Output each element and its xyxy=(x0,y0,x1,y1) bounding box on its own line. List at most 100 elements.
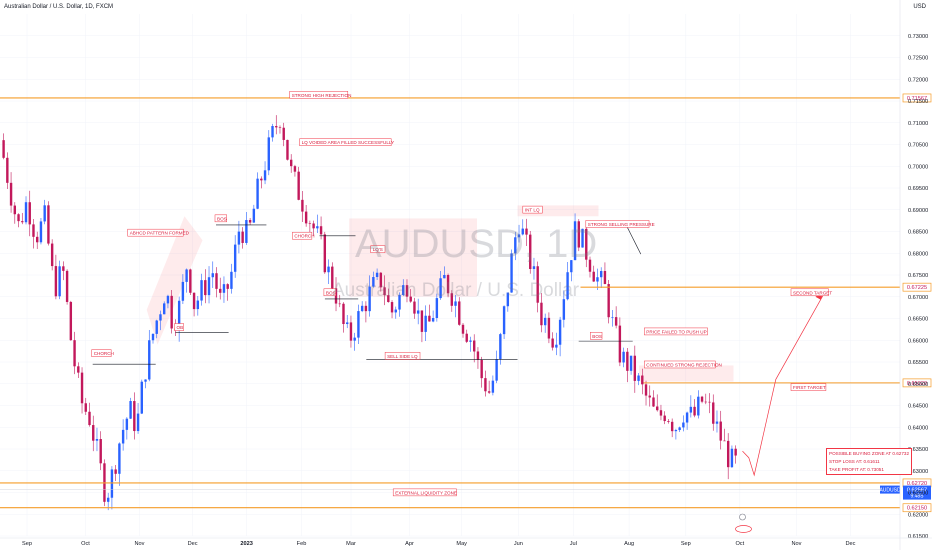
candle-down xyxy=(189,269,192,293)
candle-down xyxy=(607,284,610,318)
candle-up xyxy=(566,272,569,300)
candle-up xyxy=(532,266,536,270)
candle-down xyxy=(73,340,76,367)
annotation-box xyxy=(384,352,421,360)
candle-up xyxy=(43,205,46,222)
candle-up xyxy=(144,379,147,382)
candle-down xyxy=(614,317,618,326)
y-tick-label: 0.61500 xyxy=(908,534,928,540)
candle-down xyxy=(204,280,207,296)
candle-down xyxy=(308,223,312,224)
candle-up xyxy=(267,137,270,171)
y-tick-label: 0.65000 xyxy=(908,382,928,388)
watermark-description: Australian Dollar / U.S. Dollar xyxy=(332,280,580,301)
candle-down xyxy=(390,302,394,313)
annotation-box xyxy=(644,360,716,369)
candle-down xyxy=(461,324,465,334)
annotation-box xyxy=(289,91,349,99)
candle-up xyxy=(121,429,125,444)
candle-up xyxy=(622,351,625,363)
candle-down xyxy=(338,303,341,305)
y-tick-label: 0.69500 xyxy=(908,186,928,192)
x-tick-label: 2023 xyxy=(240,541,252,547)
x-tick-label: Apr xyxy=(405,541,414,547)
candle-down xyxy=(2,140,5,158)
annotation-box xyxy=(392,488,457,497)
candle-down xyxy=(540,302,543,326)
structure-line xyxy=(625,223,642,255)
x-tick-label: Sep xyxy=(22,541,32,547)
candle-up xyxy=(125,418,129,430)
candle-down xyxy=(215,273,218,289)
annotation-label: CONTINUED STRONG REJECTION xyxy=(646,362,722,367)
candle-down xyxy=(659,410,663,416)
candle-up xyxy=(256,178,259,209)
candle-up xyxy=(271,126,274,138)
y-tick-label: 0.69000 xyxy=(908,208,928,214)
candle-down xyxy=(170,295,173,329)
candle-down xyxy=(387,295,390,303)
candle-up xyxy=(573,221,577,261)
candle-up xyxy=(439,278,442,299)
candle-down xyxy=(536,266,539,303)
candle-down xyxy=(241,231,244,243)
candle-up xyxy=(715,421,719,424)
candle-down xyxy=(465,333,468,342)
candle-up xyxy=(39,221,43,243)
annotation-label: LQ VOIDED AREA FILLED SUCCESSFULLY xyxy=(302,140,395,145)
candle-down xyxy=(289,159,293,167)
candle-up xyxy=(600,270,603,278)
annotation-box xyxy=(585,220,650,228)
level-price-liquidity-zone: 0.62150 xyxy=(907,506,927,512)
candle-up xyxy=(181,281,185,301)
candle-down xyxy=(704,401,707,403)
candle-up xyxy=(177,300,181,331)
y-tick-label: 0.68000 xyxy=(908,251,928,257)
candle-down xyxy=(480,359,483,379)
symbol-tag xyxy=(880,485,900,494)
y-tick-label: 0.63500 xyxy=(908,447,928,453)
candle-up xyxy=(499,334,502,360)
candle-down xyxy=(69,301,73,341)
annotation-label: STRONG SELLING PRESSURE xyxy=(588,222,655,227)
chart-grid xyxy=(0,14,900,537)
level-tag-second-target xyxy=(902,282,932,292)
candle-up xyxy=(159,314,162,321)
candle-down xyxy=(323,234,327,273)
candle-down xyxy=(734,448,737,456)
price-axis[interactable]: 0.73000 0.72500 0.72000 0.71500 0.71000 0.705… xyxy=(899,0,928,550)
candle-up xyxy=(510,253,513,293)
time-axis[interactable]: Sep Oct Nov Dec 2023 Feb Mar Apr May Jun Jul Aug Sep… xyxy=(0,537,932,547)
candle-up xyxy=(110,469,114,498)
annotation-box xyxy=(214,214,227,223)
candle-down xyxy=(275,126,278,128)
annotation-label: ABHCD PATTERN FORMED xyxy=(130,231,190,236)
candle-up xyxy=(155,320,158,334)
annotation-label: STRONG HIGH REJECTION xyxy=(292,93,352,98)
candle-up xyxy=(581,228,584,248)
candle-up xyxy=(491,380,495,393)
candle-down xyxy=(21,221,24,223)
candle-down xyxy=(84,403,87,412)
x-tick-label: Jun xyxy=(514,541,523,547)
candle-down xyxy=(301,199,304,212)
candle-down xyxy=(726,440,730,468)
candle-up xyxy=(394,309,397,313)
annotation-label: SELL SIDE LQ xyxy=(387,354,418,359)
candle-down xyxy=(88,411,91,426)
y-tick-label: 0.62500 xyxy=(908,491,928,497)
candle-down xyxy=(577,221,580,248)
annotation-box xyxy=(370,245,386,253)
annotation-label: OB xyxy=(177,325,184,330)
projection-line xyxy=(742,294,824,477)
candle-down xyxy=(667,421,670,422)
candle-up xyxy=(58,266,61,297)
chart-title: Australian Dollar / U.S. Dollar, 1D, FXC… xyxy=(4,4,114,10)
annotation-label: FIRST TARGET xyxy=(793,385,826,390)
candle-up xyxy=(521,228,524,235)
supply-zone xyxy=(639,365,734,382)
annotation-label: BOS xyxy=(326,290,336,295)
candle-down xyxy=(278,127,282,128)
annotation-label: CHORCH xyxy=(94,351,114,356)
